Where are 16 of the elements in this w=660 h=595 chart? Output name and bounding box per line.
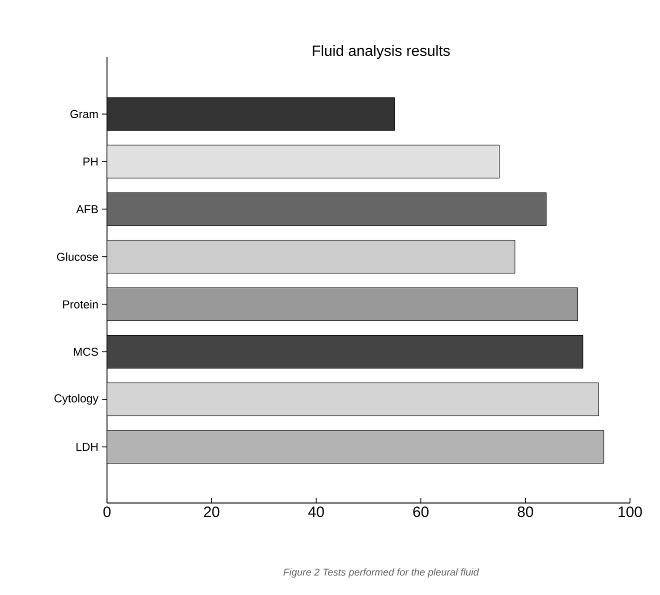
- chart-title: Fluid analysis results: [312, 45, 450, 59]
- x-tick-label: 40: [308, 506, 324, 518]
- y-tick-label: LDH: [76, 442, 98, 451]
- caption: Figure 2 Tests performed for the pleural fluid: [283, 568, 480, 578]
- y-tick-label: Cytology: [54, 394, 98, 405]
- x-tick-label: 80: [518, 506, 534, 518]
- y-tick-label: Protein: [63, 300, 98, 308]
- x-tick-label: 60: [413, 506, 429, 518]
- x-tick-label: 20: [204, 506, 220, 518]
- y-tick-label: PH: [84, 158, 98, 166]
- x-tick-label: 100: [618, 506, 642, 518]
- x-tick-label: 0: [103, 506, 111, 518]
- y-tick-label: Glucose: [57, 252, 98, 261]
- y-tick-label: AFB: [76, 205, 98, 214]
- y-tick-label: MCS: [74, 348, 98, 356]
- y-tick-label: Gram: [70, 110, 98, 118]
